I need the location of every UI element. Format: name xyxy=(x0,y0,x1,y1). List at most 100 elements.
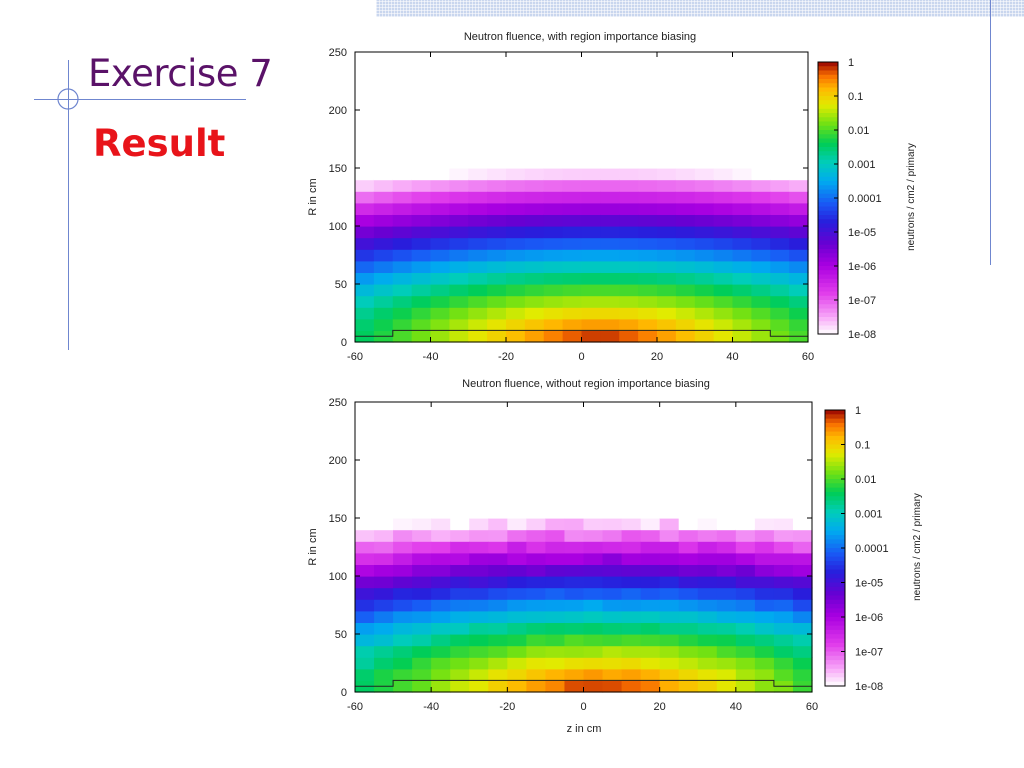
heatmap-cell xyxy=(697,529,718,542)
heatmap-cell xyxy=(621,506,642,519)
heatmap-cell xyxy=(564,587,585,600)
heatmap-cell xyxy=(564,622,585,635)
heatmap-cell xyxy=(411,318,432,331)
heatmap-cell xyxy=(545,494,566,507)
heatmap-cell xyxy=(487,307,507,320)
heatmap-cell xyxy=(789,156,809,169)
heatmap-cells xyxy=(355,63,809,343)
heatmap-cell xyxy=(713,249,734,262)
heatmap-cell xyxy=(773,494,794,507)
heatmap-cell xyxy=(545,529,566,542)
heatmap-cell xyxy=(735,576,756,589)
heatmap-cell xyxy=(468,260,488,273)
colorbar-segment xyxy=(825,483,845,489)
heatmap-cell xyxy=(770,191,790,204)
heatmap-cell xyxy=(659,599,680,612)
heatmap-cell xyxy=(716,413,737,426)
heatmap-cell xyxy=(657,121,677,134)
heatmap-cell xyxy=(659,587,680,600)
heatmap-cell xyxy=(488,576,508,589)
heatmap-cell xyxy=(694,156,715,169)
heatmap-cell xyxy=(393,599,413,612)
heatmap-cell xyxy=(449,63,469,76)
colorbar-segment xyxy=(818,87,838,93)
colorbar-segment xyxy=(825,629,845,635)
heatmap-cell xyxy=(355,436,375,449)
heatmap-cell xyxy=(713,179,734,192)
heatmap-cell xyxy=(562,191,583,204)
heatmap-cell xyxy=(374,506,394,519)
heatmap-cell xyxy=(430,249,450,262)
heatmap-cell xyxy=(678,506,699,519)
heatmap-cell xyxy=(754,460,775,473)
y-tick-label: 250 xyxy=(329,397,347,409)
heatmap-cell xyxy=(619,133,639,146)
heatmap-cell xyxy=(602,610,623,623)
heatmap-cell xyxy=(450,413,470,426)
heatmap-cell xyxy=(619,144,639,157)
heatmap-cell xyxy=(754,552,775,565)
colorbar-segment xyxy=(818,283,838,288)
y-tick-label: 150 xyxy=(329,513,347,525)
heatmap-cell xyxy=(659,634,680,647)
heatmap-cell xyxy=(657,295,677,308)
colorbar-segment xyxy=(825,647,845,653)
heatmap-cell xyxy=(678,668,699,681)
heatmap-cell xyxy=(506,144,526,157)
heatmap-cell xyxy=(716,552,737,565)
heatmap-cell xyxy=(412,494,432,507)
heatmap-cell xyxy=(468,86,488,99)
heatmap-cell xyxy=(468,202,488,215)
heatmap-cell xyxy=(507,436,527,449)
heatmap-cell xyxy=(581,168,601,181)
heatmap-cell xyxy=(469,425,489,438)
heatmap-cell xyxy=(770,121,790,134)
heatmap-cell xyxy=(526,448,547,461)
heatmap-cell xyxy=(770,260,790,273)
heatmap-cell xyxy=(393,680,413,693)
heatmap-cell xyxy=(412,483,432,496)
heatmap-cell xyxy=(581,121,601,134)
heatmap-cell xyxy=(583,413,604,426)
heatmap-cell xyxy=(393,494,413,507)
heatmap-cell xyxy=(602,680,623,693)
heatmap-cell xyxy=(374,622,394,635)
colorbar-segment xyxy=(818,100,838,106)
heatmap-cell xyxy=(770,318,790,331)
heatmap-cell xyxy=(697,448,718,461)
heatmap-cell xyxy=(488,518,508,531)
heatmap-cell xyxy=(789,284,809,297)
heatmap-cell xyxy=(600,75,620,88)
heatmap-cell xyxy=(754,483,775,496)
colorbar-tick-label: 1e-07 xyxy=(848,295,876,307)
heatmap-cell xyxy=(735,448,756,461)
heatmap-cell xyxy=(792,483,813,496)
x-tick-label: 60 xyxy=(802,351,814,363)
heatmap-cell xyxy=(678,529,699,542)
colorbar-segment xyxy=(825,448,845,454)
heatmap-cell xyxy=(449,98,469,111)
heatmap-cell xyxy=(697,541,718,554)
heatmap-cell xyxy=(506,307,526,320)
heatmap-cell xyxy=(678,518,699,531)
heatmap-cell xyxy=(770,110,790,123)
heatmap-cell xyxy=(374,634,394,647)
heatmap-cell xyxy=(581,75,601,88)
heatmap-cell xyxy=(374,460,394,473)
heatmap-cell xyxy=(430,237,450,250)
heatmap-cell xyxy=(792,645,813,658)
heatmap-cell xyxy=(792,471,813,484)
colorbar-segment xyxy=(825,608,845,614)
heatmap-cell xyxy=(355,237,375,250)
heatmap-cell xyxy=(450,483,470,496)
heatmap-cell xyxy=(412,587,432,600)
x-tick-label: 0 xyxy=(580,701,586,713)
heatmap-cell xyxy=(487,191,507,204)
heatmap-cell xyxy=(675,295,696,308)
heatmap-cell xyxy=(506,318,526,331)
heatmap-cell xyxy=(678,610,699,623)
colorbar-segment xyxy=(818,168,838,174)
heatmap-cell xyxy=(507,413,527,426)
heatmap-cell xyxy=(789,133,809,146)
heatmap-cell xyxy=(621,425,642,438)
